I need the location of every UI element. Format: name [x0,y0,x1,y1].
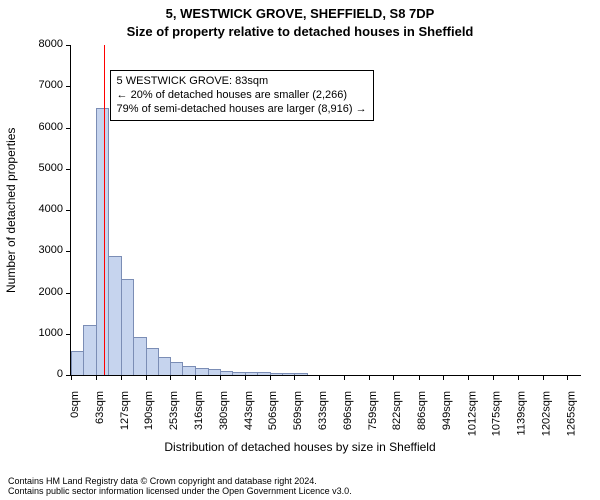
y-tick-label: 0 [21,368,63,380]
x-tick [71,375,72,380]
annotation-line: ← 20% of detached houses are smaller (2,… [117,88,367,102]
histogram-bar [257,372,271,375]
y-tick-label: 1000 [21,327,63,339]
histogram-bar [108,256,122,375]
x-tick [543,375,544,380]
y-tick [66,334,71,335]
x-tick [518,375,519,380]
chart-title-main: 5, WESTWICK GROVE, SHEFFIELD, S8 7DP [0,6,600,21]
x-tick-label: 63sqm [94,391,106,424]
histogram-bar [133,337,147,375]
annotation-line: 5 WESTWICK GROVE: 83sqm [117,74,367,88]
chart-title-sub: Size of property relative to detached ho… [0,24,600,39]
x-tick-label: 1075sqm [491,391,503,436]
y-tick-label: 8000 [21,38,63,50]
x-tick-label: 1139sqm [516,391,528,435]
y-tick-label: 7000 [21,79,63,91]
histogram-bar [232,372,246,375]
y-tick-label: 2000 [21,286,63,298]
chart-plot-area: 0100020003000400050006000700080000sqm63s… [70,45,581,376]
x-tick [319,375,320,380]
x-tick-label: 696sqm [342,391,354,430]
histogram-bar [182,366,196,375]
x-tick [146,375,147,380]
x-tick-label: 633sqm [317,391,329,430]
x-tick-label: 316sqm [193,391,205,430]
y-axis-label: Number of detached properties [4,127,18,292]
x-tick-label: 822sqm [391,391,403,430]
x-tick-label: 0sqm [69,391,81,418]
x-tick-label: 569sqm [292,391,304,430]
x-tick-label: 1265sqm [565,391,577,436]
x-tick-label: 886sqm [417,391,429,430]
y-tick [66,293,71,294]
annotation-box: 5 WESTWICK GROVE: 83sqm← 20% of detached… [110,70,374,121]
x-tick-label: 506sqm [268,391,280,430]
y-tick [66,251,71,252]
x-tick-label: 443sqm [243,391,255,430]
histogram-bar [121,279,134,375]
x-tick [96,375,97,380]
footer-line-1: Contains HM Land Registry data © Crown c… [8,476,352,486]
x-tick [493,375,494,380]
y-tick [66,128,71,129]
x-tick-label: 759sqm [367,391,379,430]
x-tick [344,375,345,380]
property-marker-line [104,45,105,375]
x-tick [270,375,271,380]
x-tick [245,375,246,380]
annotation-line: 79% of semi-detached houses are larger (… [117,102,367,116]
y-tick-label: 6000 [21,121,63,133]
x-tick-label: 1202sqm [541,391,553,436]
histogram-bar [270,373,284,375]
histogram-bar [96,108,110,375]
histogram-bar [220,371,233,375]
histogram-bar [158,357,172,375]
y-tick-label: 4000 [21,203,63,215]
x-tick [369,375,370,380]
x-tick-label: 190sqm [144,391,156,430]
x-axis-label: Distribution of detached houses by size … [0,440,600,454]
y-tick [66,169,71,170]
x-tick-label: 949sqm [441,391,453,430]
footer-line-2: Contains public sector information licen… [8,486,352,496]
x-tick-label: 1012sqm [466,391,478,436]
y-tick-label: 3000 [21,244,63,256]
x-tick-label: 127sqm [119,391,131,430]
histogram-bar [245,372,258,375]
y-tick [66,45,71,46]
x-tick [220,375,221,380]
histogram-bar [294,373,308,375]
x-tick [294,375,295,380]
footer-attribution: Contains HM Land Registry data © Crown c… [8,476,352,496]
x-tick [121,375,122,380]
x-tick-label: 380sqm [218,391,230,430]
x-tick [393,375,394,380]
y-tick [66,86,71,87]
x-tick [468,375,469,380]
histogram-bar [195,368,209,375]
histogram-bar [208,369,222,375]
x-tick [170,375,171,380]
y-tick-label: 5000 [21,162,63,174]
x-tick [419,375,420,380]
x-tick-label: 253sqm [168,391,180,430]
histogram-bar [83,325,97,375]
histogram-bar [282,373,295,375]
x-tick [443,375,444,380]
x-tick [567,375,568,380]
y-tick [66,210,71,211]
x-tick [195,375,196,380]
